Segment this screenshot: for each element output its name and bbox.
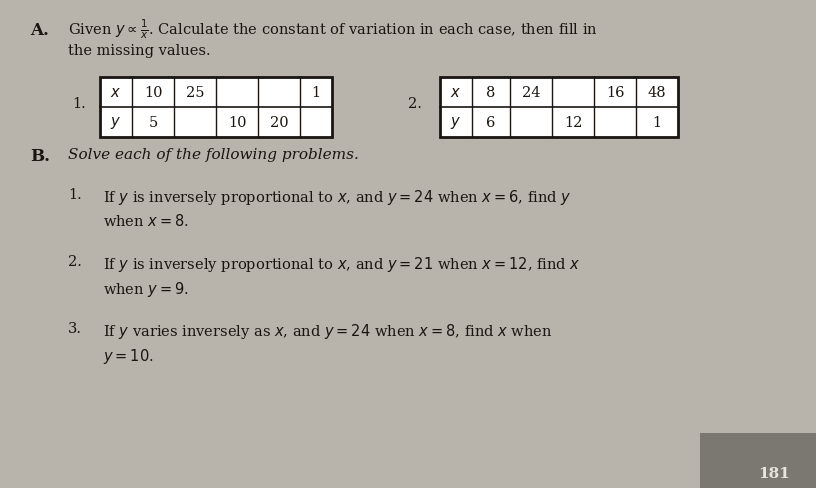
Text: If $y$ varies inversely as $x$, and $y=24$ when $x=8$, find $x$ when: If $y$ varies inversely as $x$, and $y=2…: [103, 321, 552, 340]
Text: 24: 24: [521, 86, 540, 100]
Bar: [100, 78, 332, 138]
Bar: [700, 433, 816, 488]
Text: If $y$ is inversely proportional to $x$, and $y=24$ when $x=6$, find $y$: If $y$ is inversely proportional to $x$,…: [103, 187, 571, 206]
Text: 2.: 2.: [408, 97, 422, 111]
Text: 8: 8: [486, 86, 495, 100]
Text: 1.: 1.: [68, 187, 82, 202]
Text: 48: 48: [648, 86, 667, 100]
Text: B.: B.: [30, 148, 50, 164]
Text: 181: 181: [758, 466, 790, 480]
Bar: [440, 78, 678, 138]
Text: when $y=9$.: when $y=9$.: [103, 280, 188, 298]
Bar: [100, 78, 332, 138]
Text: the missing values.: the missing values.: [68, 44, 211, 58]
Text: $y$: $y$: [110, 115, 122, 131]
Text: $y$: $y$: [450, 115, 462, 131]
Text: $x$: $x$: [110, 86, 122, 100]
Text: Given $y \propto \frac{1}{x}$. Calculate the constant of variation in each case,: Given $y \propto \frac{1}{x}$. Calculate…: [68, 18, 598, 41]
Text: $x$: $x$: [450, 86, 462, 100]
Text: 12: 12: [564, 116, 582, 130]
Text: 1.: 1.: [72, 97, 86, 111]
Text: 1: 1: [312, 86, 321, 100]
Text: when $x=8$.: when $x=8$.: [103, 213, 188, 228]
Text: 25: 25: [186, 86, 204, 100]
Text: 5: 5: [149, 116, 157, 130]
Text: 1: 1: [653, 116, 662, 130]
Text: 6: 6: [486, 116, 495, 130]
Text: 2.: 2.: [68, 254, 82, 268]
Text: If $y$ is inversely proportional to $x$, and $y=21$ when $x=12$, find $x$: If $y$ is inversely proportional to $x$,…: [103, 254, 581, 273]
Text: A.: A.: [30, 22, 49, 39]
Text: Solve each of the following problems.: Solve each of the following problems.: [68, 148, 359, 162]
Text: $y=10$.: $y=10$.: [103, 346, 154, 365]
Text: 20: 20: [269, 116, 288, 130]
Text: 3.: 3.: [68, 321, 82, 335]
Bar: [440, 78, 678, 138]
Text: 16: 16: [605, 86, 624, 100]
Text: 10: 10: [228, 116, 246, 130]
Text: 10: 10: [144, 86, 162, 100]
